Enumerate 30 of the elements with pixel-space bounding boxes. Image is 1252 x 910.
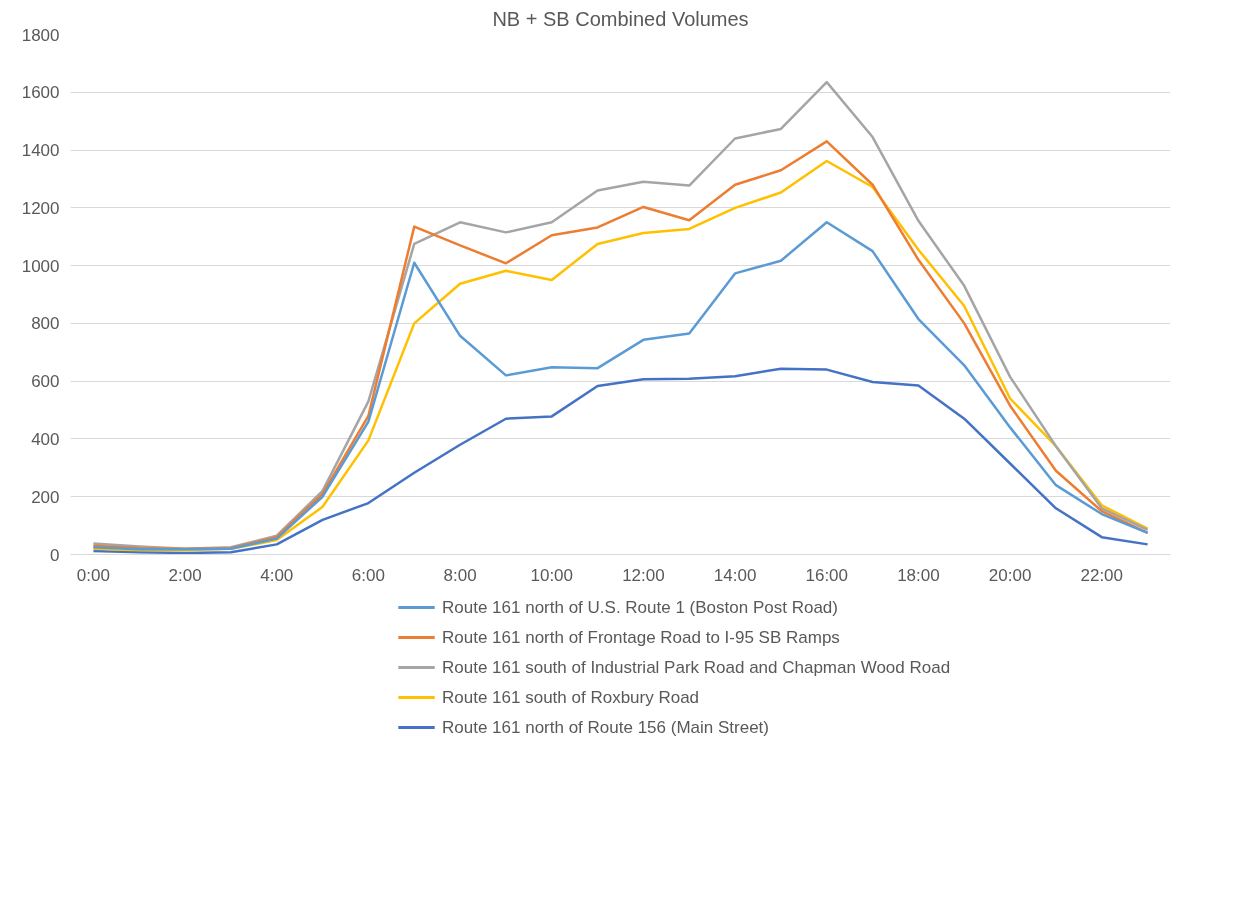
x-tick-label: 12:00	[622, 565, 665, 585]
y-tick-label: 600	[31, 372, 60, 392]
legend-label: Route 161 south of Roxbury Road	[442, 688, 700, 707]
legend-label: Route 161 north of Route 156 (Main Street)	[442, 718, 769, 737]
x-tick-label: 10:00	[530, 565, 574, 585]
x-tick-label: 0:00	[76, 565, 110, 585]
x-tick-label: 18:00	[897, 565, 940, 585]
x-tick-label: 20:00	[988, 565, 1032, 585]
legend-label: Route 161 south of Industrial Park Road and Chapman Wood Road	[442, 658, 951, 677]
line-series	[92, 221, 1149, 551]
x-tick-label: 2:00	[168, 565, 202, 585]
x-tick-label: 8:00	[443, 565, 477, 585]
legend-label: Route 161 north of Frontage Road to I-95 SB Ramps	[442, 628, 840, 647]
x-tick-label: 6:00	[351, 565, 385, 585]
x-tick-label: 16:00	[805, 565, 849, 585]
y-tick-label: 1800	[21, 25, 60, 45]
y-tick-label: 0	[50, 545, 60, 565]
x-tick-label: 4:00	[260, 565, 294, 585]
chart-title: NB + SB Combined Volumes	[492, 7, 749, 30]
x-tick-label: 14:00	[713, 565, 757, 585]
line-series	[92, 367, 1149, 555]
y-tick-label: 1200	[21, 198, 60, 218]
legend-label: Route 161 north of U.S. Route 1 (Boston Post Road)	[442, 598, 838, 617]
x-tick-label: 22:00	[1080, 565, 1124, 585]
y-tick-label: 1000	[21, 256, 60, 276]
y-tick-label: 400	[31, 429, 60, 449]
y-tick-label: 1600	[21, 83, 60, 103]
y-tick-label: 800	[31, 314, 60, 334]
y-tick-label: 200	[31, 487, 60, 507]
y-tick-label: 1400	[21, 141, 60, 161]
